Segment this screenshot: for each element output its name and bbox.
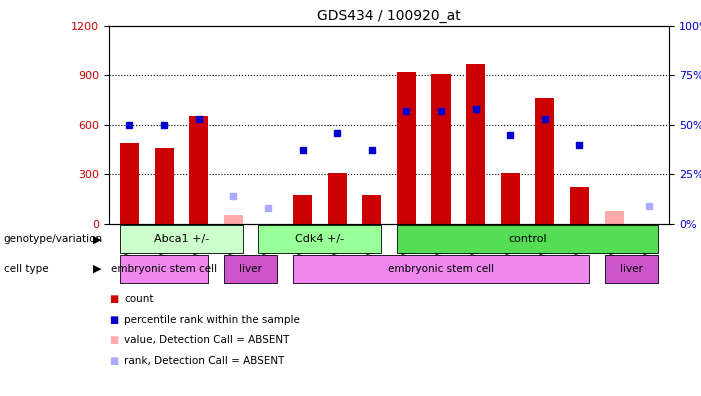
Text: percentile rank within the sample: percentile rank within the sample [124, 314, 300, 325]
Bar [501, 173, 519, 224]
Text: embryonic stem cell: embryonic stem cell [388, 264, 494, 274]
Bar [327, 173, 347, 224]
Text: embryonic stem cell: embryonic stem cell [111, 264, 217, 274]
Bar [154, 148, 174, 224]
Text: rank, Detection Call = ABSENT: rank, Detection Call = ABSENT [124, 356, 285, 366]
Text: ■: ■ [109, 294, 118, 304]
Bar [362, 195, 381, 224]
Bar [431, 74, 451, 224]
Bar [293, 195, 312, 224]
Bar [536, 98, 554, 224]
Text: liver: liver [620, 264, 643, 274]
Bar [604, 211, 624, 224]
Text: ▶: ▶ [93, 234, 102, 244]
Bar [224, 215, 243, 224]
Bar [397, 72, 416, 224]
Text: ■: ■ [109, 356, 118, 366]
Bar [570, 187, 589, 224]
Text: Abca1 +/-: Abca1 +/- [154, 234, 209, 244]
Text: control: control [508, 234, 547, 244]
Text: ■: ■ [109, 314, 118, 325]
Text: liver: liver [239, 264, 262, 274]
Bar [189, 116, 208, 224]
Text: ■: ■ [109, 335, 118, 345]
Title: GDS434 / 100920_at: GDS434 / 100920_at [317, 10, 461, 23]
Text: count: count [124, 294, 154, 304]
Text: ▶: ▶ [93, 264, 102, 274]
Text: genotype/variation: genotype/variation [4, 234, 102, 244]
Text: value, Detection Call = ABSENT: value, Detection Call = ABSENT [124, 335, 290, 345]
Bar [466, 64, 485, 224]
Text: Cdk4 +/-: Cdk4 +/- [295, 234, 344, 244]
Text: cell type: cell type [4, 264, 48, 274]
Bar [120, 143, 139, 224]
